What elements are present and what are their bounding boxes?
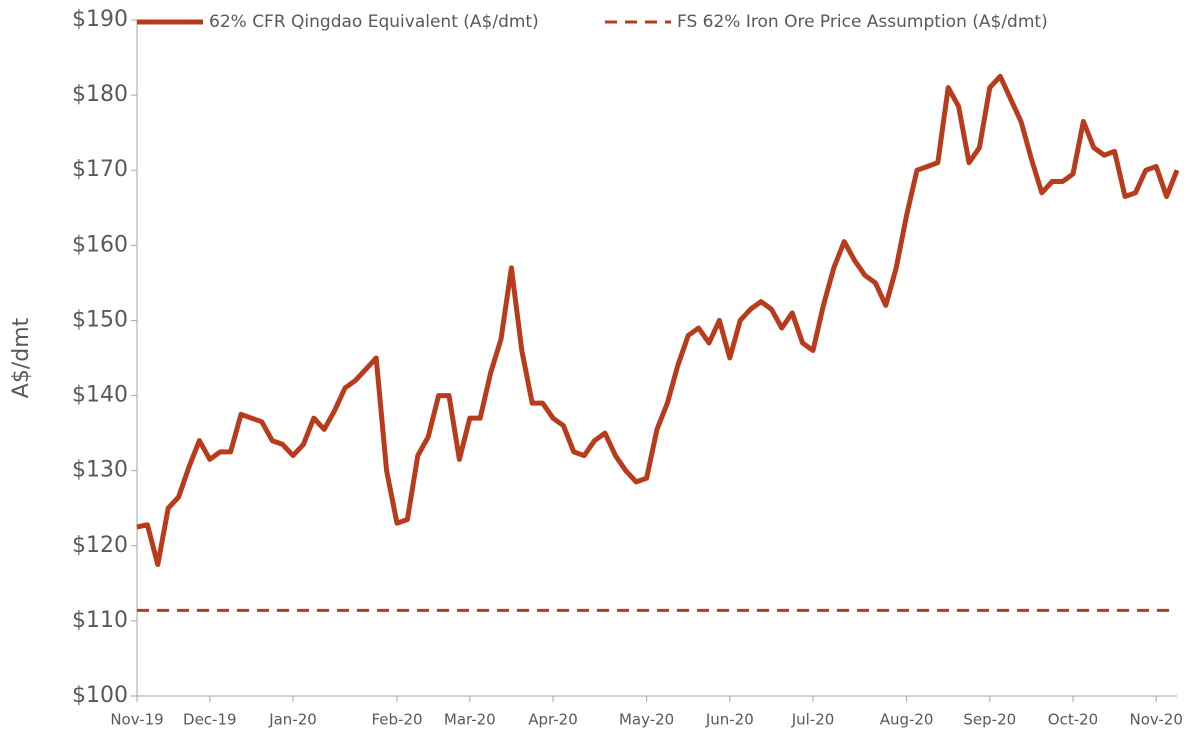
x-tick-label: Nov-20: [1130, 711, 1183, 729]
y-tick-label: $120: [72, 533, 128, 558]
x-tick-label: Apr-20: [528, 711, 578, 729]
y-tick-label: $140: [72, 383, 128, 408]
y-tick-label: $190: [72, 7, 128, 32]
x-tick-label: Jul-20: [791, 711, 835, 729]
x-tick-label: Sep-20: [963, 711, 1016, 729]
x-tick-label: Nov-19: [110, 711, 163, 729]
x-tick-label: Mar-20: [444, 711, 496, 729]
y-tick-label: $110: [72, 608, 128, 633]
x-tick-label: Aug-20: [880, 711, 934, 729]
y-tick-label: $160: [72, 232, 128, 257]
legend-label: 62% CFR Qingdao Equivalent (A$/dmt): [209, 12, 539, 32]
y-tick-label: $180: [72, 82, 128, 107]
x-tick-label: Feb-20: [371, 711, 422, 729]
y-tick-label: $100: [72, 683, 128, 708]
y-axis-label: A$/dmt: [9, 317, 34, 398]
x-tick-label: Jan-20: [268, 711, 317, 729]
x-tick-label: May-20: [619, 711, 674, 729]
x-tick-label: Oct-20: [1048, 711, 1098, 729]
legend-label: FS 62% Iron Ore Price Assumption (A$/dmt…: [677, 12, 1048, 32]
y-tick-label: $150: [72, 307, 128, 332]
x-tick-label: Jun-20: [705, 711, 754, 729]
y-tick-label: $130: [72, 458, 128, 483]
series-line: [136, 73, 1180, 568]
y-tick-label: $170: [72, 157, 128, 182]
x-tick-label: Dec-19: [183, 711, 237, 729]
